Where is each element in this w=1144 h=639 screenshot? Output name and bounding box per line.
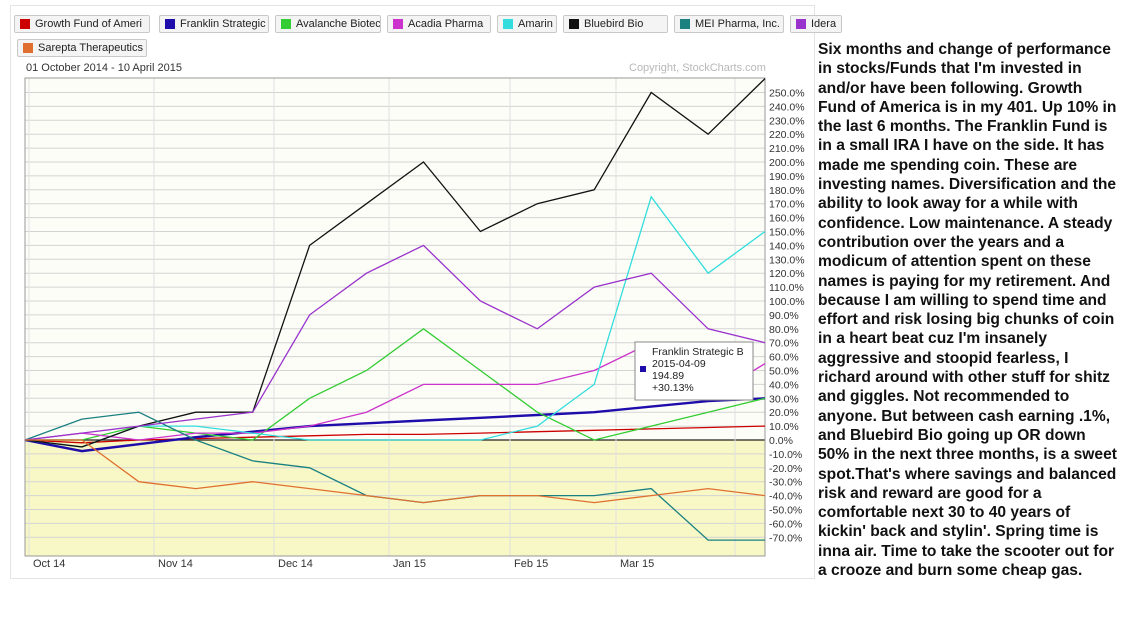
legend-item[interactable]: Amarin xyxy=(497,15,557,33)
y-tick-label: 60.0% xyxy=(769,352,799,364)
legend-label: MEI Pharma, Inc. xyxy=(695,18,780,30)
y-tick-label: 230.0% xyxy=(769,115,805,127)
series-line xyxy=(25,327,766,441)
legend-label: Growth Fund of Ameri xyxy=(35,18,142,30)
y-tick-label: 210.0% xyxy=(769,143,805,155)
legend-swatch xyxy=(393,19,403,29)
y-tick-label: 10.0% xyxy=(769,421,799,433)
y-tick-label: 130.0% xyxy=(769,254,805,266)
y-tick-label: 50.0% xyxy=(769,366,799,378)
copyright-label: Copyright, StockCharts.com xyxy=(629,62,766,74)
y-tick-label: 110.0% xyxy=(769,282,804,294)
legend-swatch xyxy=(23,43,33,53)
y-tick-label: 0.0% xyxy=(769,435,793,447)
legend-item[interactable]: Idera xyxy=(790,15,842,33)
legend-label: Avalanche Biotech xyxy=(296,18,381,30)
legend-label: Sarepta Therapeutics xyxy=(38,42,143,54)
legend-item[interactable]: MEI Pharma, Inc. xyxy=(674,15,784,33)
y-tick-label: 190.0% xyxy=(769,171,805,183)
y-tick-label: -50.0% xyxy=(769,505,802,517)
legend-swatch xyxy=(20,19,30,29)
legend-item[interactable]: Growth Fund of Ameri xyxy=(14,15,150,33)
legend-label: Acadia Pharma xyxy=(408,18,484,30)
legend-swatch xyxy=(503,19,513,29)
y-tick-label: 250.0% xyxy=(769,88,805,100)
tooltip-swatch xyxy=(640,366,646,372)
y-tick-label: 120.0% xyxy=(769,268,805,280)
legend-item[interactable]: Avalanche Biotech xyxy=(275,15,381,33)
y-tick-label: 80.0% xyxy=(769,324,799,336)
plot-border xyxy=(24,77,766,557)
y-tick-label: -40.0% xyxy=(769,491,802,503)
plot-lower-background xyxy=(25,440,765,556)
y-tick-label: 70.0% xyxy=(769,338,799,350)
tooltip-text: Franklin Strategic B xyxy=(652,346,744,358)
tooltip-box xyxy=(634,341,754,401)
x-tick-label: Mar 15 xyxy=(620,558,654,570)
y-tick-label: 30.0% xyxy=(769,393,799,405)
legend-item[interactable]: Acadia Pharma xyxy=(387,15,491,33)
y-tick-label: -60.0% xyxy=(769,518,802,530)
y-tick-label: 160.0% xyxy=(769,213,805,225)
y-tick-label: 40.0% xyxy=(769,379,799,391)
series-line xyxy=(25,439,766,504)
series-line xyxy=(24,78,766,448)
x-tick-label: Nov 14 xyxy=(158,558,193,570)
legend-swatch xyxy=(281,19,291,29)
series-line xyxy=(24,397,766,453)
y-tick-label: 200.0% xyxy=(769,157,805,169)
legend-item[interactable]: Sarepta Therapeutics xyxy=(17,39,147,57)
tooltip-text: 2015-04-09 xyxy=(652,358,706,370)
plot-area: 250.0%240.0% 230.0% 220.0% 210.0% 200.0% 190.… xyxy=(24,77,805,570)
legend-swatch xyxy=(569,19,579,29)
x-tick-label: Dec 14 xyxy=(278,558,313,570)
y-tick-label: -70.0% xyxy=(769,532,802,544)
y-tick-label: 100.0% xyxy=(769,296,805,308)
y-tick-label: 150.0% xyxy=(769,227,805,239)
y-tick-label: -20.0% xyxy=(769,463,802,475)
y-tick-label: 220.0% xyxy=(769,129,805,141)
y-tick-label: 180.0% xyxy=(769,185,805,197)
series-line xyxy=(24,244,766,441)
y-tick-label: 240.0% xyxy=(769,101,805,113)
legend-label: Amarin xyxy=(518,18,553,30)
y-tick-label: 170.0% xyxy=(769,199,805,211)
x-tick-label: Jan 15 xyxy=(393,558,426,570)
series-line xyxy=(24,195,766,448)
y-tick-label: 140.0% xyxy=(769,240,805,252)
y-tick-label: 90.0% xyxy=(769,310,799,322)
tooltip-text: 194.89 xyxy=(652,370,684,382)
tooltip-text: +30.13% xyxy=(652,382,694,394)
legend-label: Bluebird Bio xyxy=(584,18,644,30)
x-tick-label: Feb 15 xyxy=(514,558,548,570)
legend-swatch xyxy=(680,19,690,29)
legend-label: Idera xyxy=(811,18,837,30)
y-tick-label: -10.0% xyxy=(769,449,802,461)
legend-label: Franklin Strategic B xyxy=(180,18,269,30)
date-range-label: 01 October 2014 - 10 April 2015 xyxy=(26,62,182,74)
chart-panel: Growth Fund of Ameri Franklin Strategic B… xyxy=(10,5,842,579)
x-tick-label: Oct 14 xyxy=(33,558,65,570)
series-line xyxy=(24,425,766,444)
legend-item[interactable]: Franklin Strategic B xyxy=(159,15,269,33)
legend-item[interactable]: Bluebird Bio xyxy=(563,15,668,33)
legend-swatch xyxy=(796,19,806,29)
commentary-text: Six months and change of performance in … xyxy=(818,41,1117,580)
y-tick-label: -30.0% xyxy=(769,477,802,489)
legend-swatch xyxy=(165,19,175,29)
y-tick-label: 20.0% xyxy=(769,407,799,419)
